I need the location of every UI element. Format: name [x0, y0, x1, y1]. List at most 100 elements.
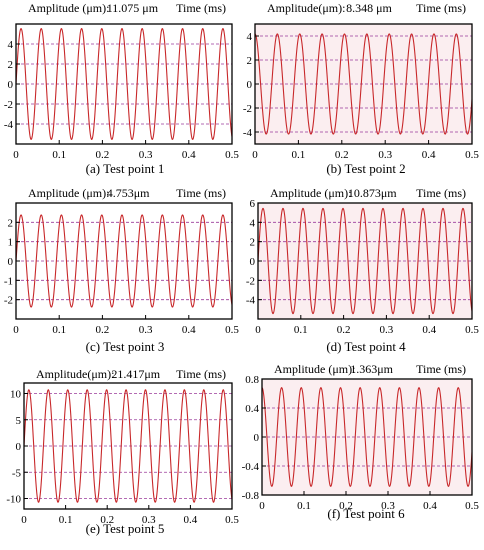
- y-tick-label: 6: [250, 198, 256, 210]
- panel-6: 0.80.40-0.4-0.80 0.1 0.2 0.3 0.4 0.5Amplitude…: [242, 362, 480, 521]
- amplitude-label: Amplitude (μm):: [270, 186, 351, 200]
- y-tick-label: -2: [246, 275, 255, 287]
- y-tick-label: -2: [4, 295, 13, 307]
- x-tick-label: 0.1: [297, 500, 311, 512]
- y-tick-label: -10: [6, 494, 21, 506]
- y-tick-label: 0: [16, 441, 22, 453]
- panel-caption: (b) Test point 2: [326, 161, 405, 176]
- x-tick-label: 0.2: [96, 324, 110, 336]
- amplitude-value: 4.753μm: [107, 186, 150, 200]
- y-tick-label: -0.4: [242, 461, 260, 473]
- x-tick-label: 0.4: [184, 514, 198, 526]
- y-tick-label: 0: [250, 256, 256, 268]
- x-tick-label: 0.2: [337, 324, 351, 336]
- y-tick-label: 0.8: [245, 374, 259, 386]
- x-tick-label: 0.2: [100, 514, 114, 526]
- x-tick-label: 0.1: [52, 324, 66, 336]
- y-tick-label: 2: [247, 55, 253, 67]
- amplitude-value: 11.075 μm: [107, 1, 159, 15]
- x-tick-label: 0.4: [422, 149, 436, 161]
- panel-2: 4 2 0 -2 -4 0 0.1 0.2 0.3 0.4 0.5 Amplitude(μm): 8.3…: [243, 1, 480, 176]
- x-tick-label: 0.1: [294, 324, 308, 336]
- panel-4: 6 4 2 0 -2 -4 0 0.1 0.2 0.3 0.4 0.5 Amplitude (μm):1…: [246, 186, 480, 354]
- x-tick-label: 0.5: [225, 324, 239, 336]
- y-tick-label: 0: [8, 256, 14, 268]
- y-tick-label: 0: [8, 79, 14, 91]
- x-tick-label: 0.3: [381, 500, 395, 512]
- x-tick-label: 0.4: [422, 324, 436, 336]
- amplitude-label: Amplitude(μm):: [36, 367, 114, 381]
- x-tick-label: 0.5: [225, 149, 239, 161]
- x-tick-label: 0.2: [339, 500, 353, 512]
- signal-series: [254, 33, 473, 135]
- y-tick-label: 0: [254, 432, 260, 444]
- signal-series: [15, 214, 233, 308]
- y-tick-label: 4: [247, 31, 253, 43]
- signal-series: [23, 389, 233, 503]
- amplitude-value: 8.348 μm: [346, 1, 392, 15]
- x-tick-label: 0.5: [465, 500, 479, 512]
- amplitude-label: Amplitude (μm):: [28, 1, 109, 15]
- y-tick-label: -4: [243, 127, 253, 139]
- y-tick-label: 0.4: [245, 403, 259, 415]
- y-tick-label: 2: [250, 237, 256, 249]
- panel-caption: (d) Test point 4: [326, 339, 406, 354]
- y-tick-label: -5: [12, 467, 22, 479]
- y-tick-label: -4: [246, 295, 256, 307]
- x-tick-label: 0.4: [182, 149, 196, 161]
- panel-3: 2 1 0 -1 -2 0 0.1 0.2 0.3 0.4 0.5 Amplitude (μm):4.…: [4, 186, 240, 354]
- panel-caption: (a) Test point 1: [86, 161, 165, 176]
- panel-caption: (f) Test point 6: [327, 506, 405, 521]
- y-tick-label: 1: [8, 237, 14, 249]
- x-tick-label: 0: [252, 149, 258, 161]
- y-tick-label: -1: [4, 275, 13, 287]
- x-tick-label: 0.4: [182, 324, 196, 336]
- amplitude-value: 21.417μm: [111, 367, 160, 381]
- amplitude-value: 1.363μm: [350, 362, 393, 376]
- time-unit-label: Time (ms): [416, 362, 466, 376]
- x-tick-label: 0.2: [96, 149, 110, 161]
- y-tick-label: -0.8: [242, 490, 260, 502]
- y-tick-label: 4: [8, 39, 14, 51]
- x-tick-label: 0.5: [465, 149, 479, 161]
- y-tick-label: 0: [247, 79, 253, 91]
- signal-series: [257, 207, 473, 315]
- x-tick-label: 0: [13, 324, 19, 336]
- y-tick-label: -2: [243, 103, 252, 115]
- panel-caption: (e) Test point 5: [86, 521, 165, 536]
- y-tick-label: 4: [250, 217, 256, 229]
- time-unit-label: Time (ms): [176, 367, 226, 381]
- x-tick-label: 0.1: [59, 514, 73, 526]
- x-tick-label: 0.3: [139, 324, 153, 336]
- time-unit-label: Time (ms): [176, 1, 226, 15]
- signal-series: [261, 387, 473, 487]
- y-tick-label: -2: [4, 99, 13, 111]
- x-tick-label: 0: [21, 514, 27, 526]
- x-tick-label: 0: [13, 149, 19, 161]
- x-tick-label: 0: [259, 500, 265, 512]
- time-unit-label: Time (ms): [416, 186, 466, 200]
- x-tick-label: 0.4: [423, 500, 437, 512]
- time-unit-label: Time (ms): [416, 1, 466, 15]
- y-tick-label: 2: [8, 217, 14, 229]
- time-unit-label: Time (ms): [176, 186, 226, 200]
- panel-1: 4 2 0 -2 -4 0 0.1 0.2 0.3 0.4 0.5 Amplitude (μm):11…: [4, 1, 240, 176]
- signal-series: [15, 27, 233, 141]
- x-tick-label: 0.3: [139, 149, 153, 161]
- amplitude-label: Amplitude (μm):: [28, 186, 109, 200]
- y-tick-label: 10: [10, 389, 22, 401]
- x-tick-label: 0.3: [142, 514, 156, 526]
- x-tick-label: 0.5: [225, 514, 239, 526]
- amplitude-label: Amplitude(μm):: [267, 1, 345, 15]
- y-tick-label: -4: [4, 119, 14, 131]
- panel-caption: (c) Test point 3: [86, 339, 165, 354]
- x-tick-label: 0.2: [335, 149, 349, 161]
- x-tick-label: 0.3: [378, 149, 392, 161]
- y-tick-label: 2: [8, 59, 14, 71]
- y-tick-label: 5: [16, 415, 22, 427]
- x-tick-label: 0.5: [465, 324, 479, 336]
- x-tick-label: 0.1: [292, 149, 306, 161]
- amplitude-label: Amplitude (μm):: [274, 362, 355, 376]
